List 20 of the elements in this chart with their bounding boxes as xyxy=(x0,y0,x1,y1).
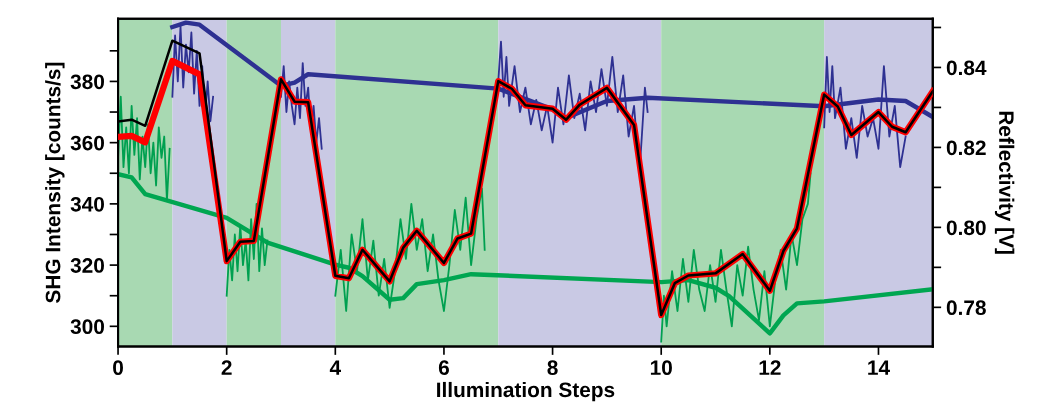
x-tick-label: 0 xyxy=(113,360,123,376)
y-tick-label: 320 xyxy=(70,258,104,273)
y2-tick-label: 0.78 xyxy=(946,300,986,316)
y-axis-title: SHG Intensity [counts/s] xyxy=(45,62,65,303)
x-axis-title: Illumination Steps xyxy=(437,381,615,402)
y-tick-label: 360 xyxy=(70,135,104,151)
x-tick-label: 12 xyxy=(759,360,781,375)
y-tick-label: 340 xyxy=(70,196,104,212)
y2-tick-label: 0.84 xyxy=(946,60,987,76)
y-tick-label: 300 xyxy=(70,319,104,335)
x-tick-label: 2 xyxy=(221,360,232,375)
y2-axis-title: Reflectivity [V] xyxy=(994,111,1015,254)
x-tick-label: 8 xyxy=(547,360,558,376)
x-tick-label: 6 xyxy=(438,360,449,376)
y-tick-label: 380 xyxy=(70,74,104,90)
x-tick-label: 4 xyxy=(329,360,341,375)
x-tick-label: 10 xyxy=(650,360,672,376)
y2-tick-label: 0.82 xyxy=(946,140,986,156)
y2-tick-label: 0.80 xyxy=(946,220,986,236)
x-tick-label: 14 xyxy=(868,360,890,375)
